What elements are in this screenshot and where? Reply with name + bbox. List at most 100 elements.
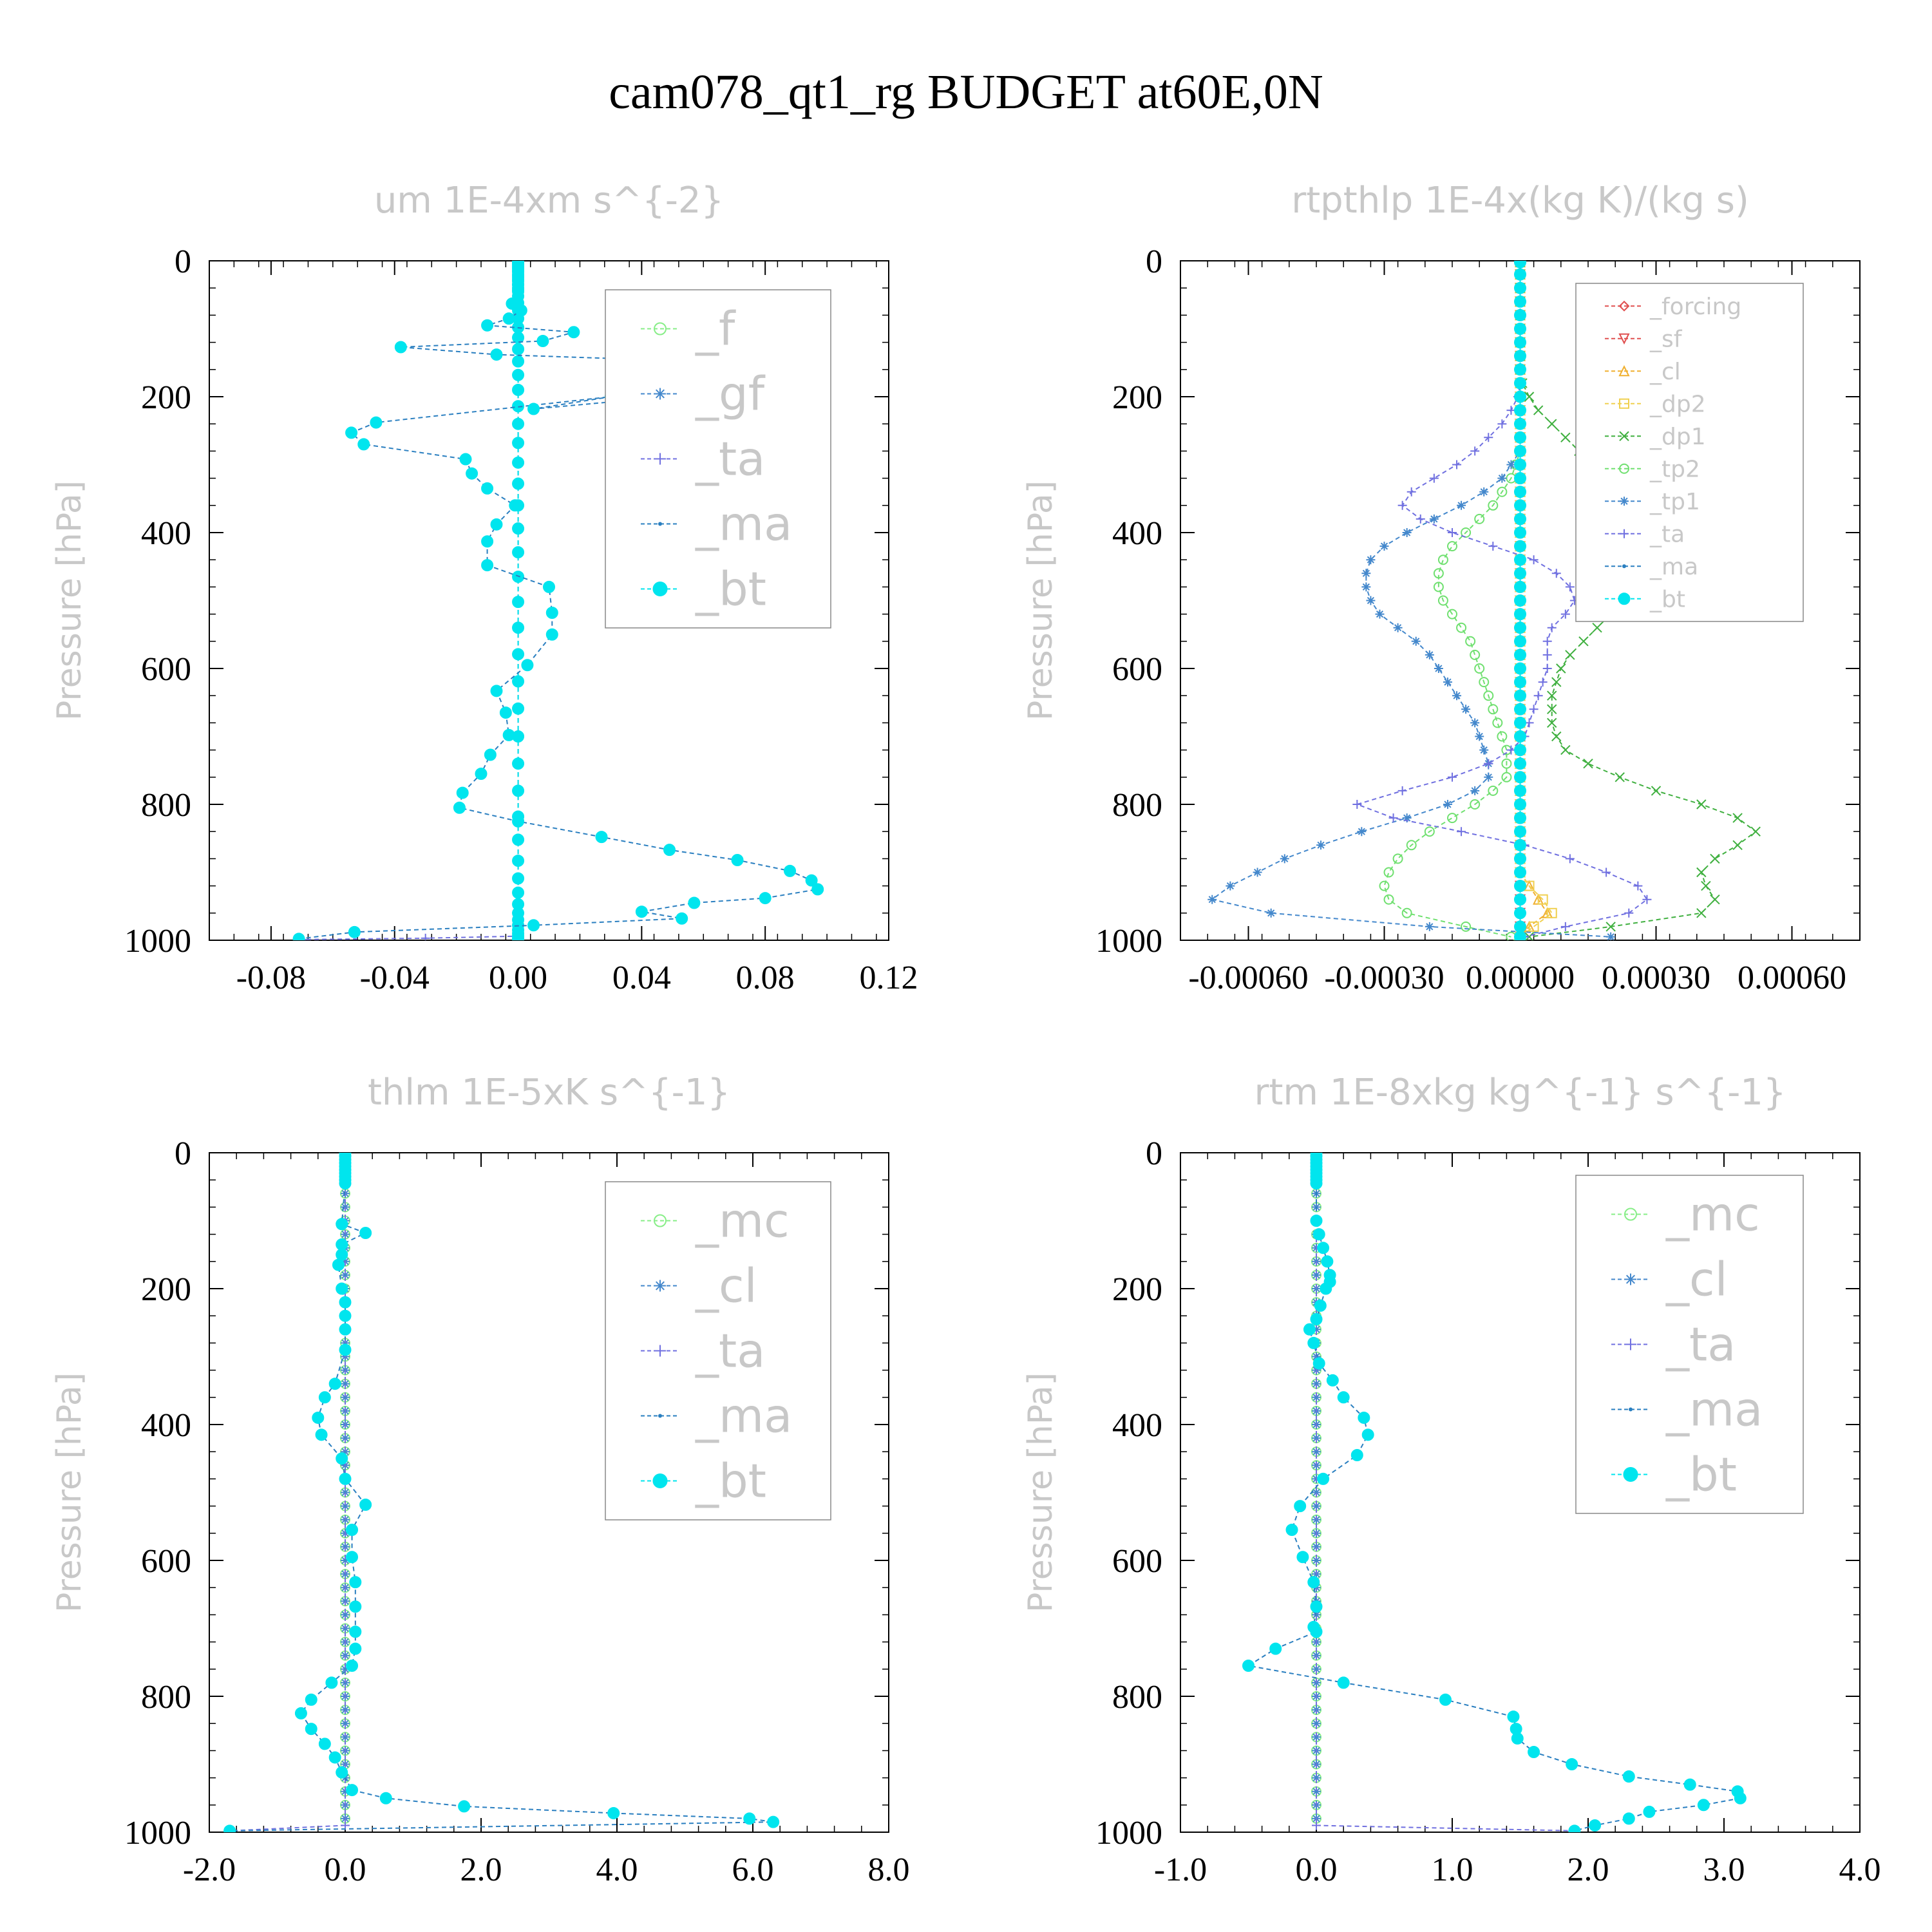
data-point [1337, 1676, 1350, 1689]
legend-marker [658, 1414, 662, 1418]
data-point [1479, 677, 1490, 688]
data-point [490, 685, 503, 697]
data-point [1312, 1434, 1321, 1443]
data-point [341, 1610, 350, 1620]
data-point [1352, 800, 1362, 809]
data-point [512, 886, 525, 899]
data-point [1307, 1576, 1320, 1589]
data-point [341, 1556, 350, 1565]
data-point [1375, 609, 1385, 619]
data-point [349, 1576, 362, 1589]
legend-label: _tp1 [1649, 489, 1700, 515]
x-tick-label: 3.0 [1703, 1852, 1745, 1888]
legend-label: _ma [1665, 1383, 1763, 1437]
data-point [1524, 392, 1535, 402]
data-point [349, 1600, 362, 1613]
data-point [1565, 854, 1575, 864]
data-point [1366, 596, 1376, 605]
data-point [1402, 528, 1412, 537]
data-point [1294, 1500, 1307, 1513]
data-point [341, 1719, 350, 1728]
y-tick-label: 600 [141, 651, 191, 688]
data-point [341, 1732, 350, 1742]
data-point [481, 559, 494, 572]
y-tick-label: 800 [1112, 1679, 1162, 1716]
data-point [512, 702, 525, 715]
y-tick-label: 0 [1146, 1135, 1162, 1172]
data-point [1312, 1664, 1321, 1674]
chart-panel-1: um 1E-4xm s^{-2} Pressure [hPa] 0 200 400 600… [50, 180, 918, 996]
data-point [1514, 308, 1526, 321]
data-point [512, 368, 525, 381]
data-point [1434, 664, 1443, 673]
data-point [1470, 786, 1480, 795]
y-tick-label: 1000 [1095, 1815, 1162, 1852]
data-point [1514, 784, 1526, 797]
legend-label: _ma [1649, 554, 1698, 580]
legend-marker [1625, 1273, 1636, 1285]
panel-title: thlm 1E-5xK s^{-1} [368, 1072, 730, 1113]
legend-label: _dp2 [1649, 391, 1706, 417]
data-point [345, 426, 358, 439]
data-point [1312, 1325, 1321, 1334]
data-point [1514, 744, 1526, 757]
data-point [341, 1664, 350, 1674]
data-point [512, 383, 525, 396]
data-point [1605, 922, 1616, 932]
x-tick-label: 0.0 [1296, 1852, 1338, 1888]
data-point [1547, 717, 1557, 728]
data-point [481, 535, 494, 548]
data-point [359, 1226, 372, 1239]
data-point [1514, 472, 1526, 485]
x-tick-label: -1.0 [1154, 1852, 1207, 1888]
legend-label: _f [695, 302, 736, 356]
y-tick-label: 400 [1112, 515, 1162, 552]
legend-label: _ta [695, 432, 765, 486]
data-point [1379, 542, 1389, 551]
data-point [663, 844, 676, 857]
x-tick-label: -0.08 [236, 960, 306, 996]
data-point [1683, 1778, 1696, 1791]
legend-marker [1625, 1338, 1636, 1350]
data-point [1524, 932, 1535, 940]
data-point [1321, 1255, 1334, 1268]
data-point [1514, 676, 1526, 688]
data-point [512, 456, 525, 469]
data-point [1514, 662, 1526, 675]
data-point [743, 1812, 756, 1825]
legend-label: _sf [1649, 326, 1683, 352]
data-point [767, 1815, 780, 1828]
data-point [1456, 622, 1467, 633]
legend-label: _gf [695, 367, 766, 421]
legend-box [1575, 283, 1804, 622]
data-point [512, 815, 525, 828]
data-point [1514, 268, 1526, 281]
data-point [1696, 908, 1707, 918]
data-point [512, 522, 525, 535]
legend-label: _mc [695, 1194, 790, 1248]
data-point [1433, 568, 1444, 579]
plot-area [1242, 1153, 1747, 1832]
data-point [1310, 1312, 1323, 1325]
data-point [1497, 731, 1508, 742]
data-point [499, 706, 512, 719]
data-point [1429, 473, 1439, 483]
data-point [1312, 1542, 1321, 1551]
data-point [1533, 691, 1543, 701]
data-point [1392, 853, 1403, 864]
data-point [1475, 732, 1484, 741]
data-point [1312, 1732, 1321, 1742]
data-point [811, 883, 824, 896]
data-point [1312, 1501, 1321, 1511]
data-point [512, 417, 525, 430]
data-point [1316, 840, 1326, 850]
data-point [1402, 813, 1412, 823]
data-point [1312, 1447, 1321, 1457]
data-point [1560, 432, 1571, 443]
data-point [545, 606, 558, 619]
data-point [1514, 261, 1526, 269]
y-axis-label: Pressure [hPa] [1021, 1372, 1060, 1613]
data-point [1551, 731, 1562, 742]
y-tick-label: 0 [1146, 243, 1162, 280]
